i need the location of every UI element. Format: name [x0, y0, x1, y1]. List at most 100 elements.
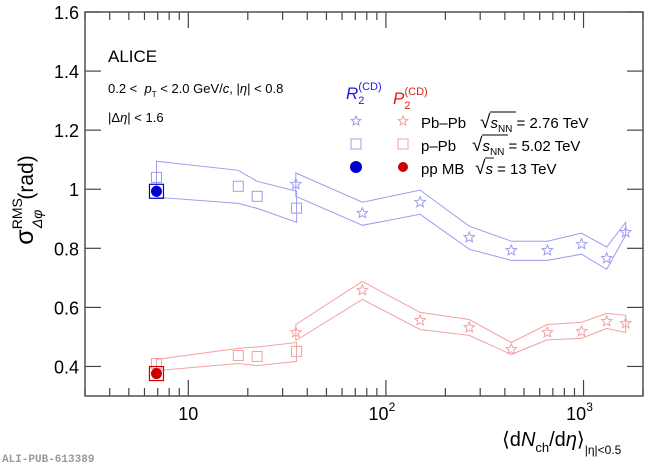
legend-sub-ppb: NN: [490, 147, 504, 158]
ann-pt-eta: η: [240, 81, 247, 96]
data-point-open-square: [291, 345, 303, 357]
legend-marker-star: [396, 114, 410, 127]
x-tick-base: 10: [566, 404, 586, 424]
data-point-open-square: [291, 202, 303, 214]
legend-marker-star: [349, 114, 363, 127]
ann-pt-pre: 0.2 <: [108, 81, 145, 96]
data-point-star: [600, 314, 614, 327]
ann-pt-c: c: [223, 81, 230, 96]
x-label-eta: η: [566, 429, 577, 451]
x-label-sub: |η|<0.5: [585, 443, 622, 457]
data-point-star: [504, 243, 518, 256]
ann-pt-sub: T: [152, 90, 157, 99]
legend-energy-pbpb: = 2.76 TeV: [512, 115, 588, 132]
data-point-star: [462, 230, 476, 243]
y-ticks: 0.4 0.6 0.8 1 1.2 1.4 1.6: [54, 3, 643, 377]
legend-r2-base: R: [346, 84, 358, 103]
y-tick-label: 1.2: [54, 121, 79, 141]
data-point-star: [289, 325, 303, 338]
y-tick-label: 0.6: [54, 298, 79, 318]
legend-p2-base: P: [393, 89, 405, 108]
y-tick-label: 0.8: [54, 239, 79, 259]
data-point-open-square: [232, 350, 244, 362]
data-point-filled-circle: [150, 368, 162, 380]
x-axis-label: ⟨dNch/dη⟩|η|<0.5: [502, 429, 622, 457]
x-tick-base: 10: [369, 404, 389, 424]
systematic-band: [295, 280, 627, 355]
legend-system-pp: pp MB: [421, 161, 464, 178]
data-point-star: [619, 316, 633, 329]
publication-id: ALI-PUB-613389: [2, 454, 94, 466]
x-tick-base: 10: [178, 404, 198, 424]
data-point-star: [575, 324, 589, 337]
data-point-star: [462, 320, 476, 333]
data-point-star: [289, 177, 303, 190]
annotation-pt-cut: 0.2 < pT < 2.0 GeV/c, |η| < 0.8: [108, 81, 283, 99]
x-label-n: N: [521, 429, 536, 451]
experiment-label: ALICE: [108, 47, 157, 66]
sqrt-icon: √: [475, 158, 486, 179]
data-point-open-square: [251, 190, 263, 202]
y-tick-label: 1.4: [54, 62, 79, 82]
ann-deta-eta: η: [120, 110, 127, 125]
data-point-open-square: [232, 180, 244, 192]
systematic-band: [295, 172, 627, 270]
y-tick-label: 1: [69, 180, 79, 200]
data-point-star: [504, 342, 518, 355]
x-tick-exponent: 2: [389, 400, 396, 414]
y-axis-label: σRMS Δφ (rad): [9, 155, 45, 244]
legend-system-ppb: p–Pb: [421, 138, 456, 155]
data-point-star: [355, 283, 369, 296]
ann-deta-pre: |Δ: [108, 110, 120, 125]
legend-marker-square: [397, 138, 409, 150]
data-point-star: [540, 243, 554, 256]
legend-marker-circle: [350, 161, 362, 173]
systematic-box: [148, 365, 165, 382]
uncertainty-bands: [156, 160, 627, 372]
plot-frame: [84, 11, 644, 397]
x-tick-exponent: 3: [586, 400, 593, 414]
data-point-star: [540, 325, 554, 338]
y-tick-label: 1.6: [54, 3, 79, 23]
sqrt-icon: √: [472, 135, 483, 156]
legend-sym-pp: s: [485, 161, 493, 178]
axes: [84, 11, 644, 397]
x-label-ch: ch: [535, 440, 549, 455]
systematic-box: [148, 183, 165, 199]
x-tick-label: 103: [566, 400, 593, 424]
ann-pt-post: , |: [229, 81, 240, 96]
legend-header-r2: R2 (CD): [346, 81, 382, 107]
legend-system-pbpb: Pb–Pb: [421, 115, 466, 132]
x-ticks: 10 102 103: [84, 12, 644, 424]
x-label-mid: /d: [549, 429, 566, 451]
annotation-deta-cut: |Δη| < 1.6: [108, 110, 164, 125]
legend-energy-ppb: = 5.02 TeV: [504, 138, 580, 155]
legend-marker-circle: [398, 162, 408, 172]
data-point-star: [413, 313, 427, 326]
y-label-sigma: σ: [11, 229, 39, 245]
sqrt-icon: √: [480, 112, 491, 133]
x-tick-label: 10: [178, 404, 198, 424]
ann-pt-mid: < 2.0 GeV/: [157, 81, 224, 96]
systematic-band: [156, 341, 298, 372]
data-point-star: [575, 237, 589, 250]
legend-row-pbpb: Pb–Pb √sNN = 2.76 TeV: [421, 112, 588, 135]
legend-r2-sup: (CD): [358, 81, 381, 93]
x-label-close: ⟩: [577, 429, 585, 451]
data-point-star: [413, 195, 427, 208]
y-label-sub: Δφ: [29, 210, 45, 230]
y-tick-label: 0.4: [54, 357, 79, 377]
legend-r2-sub: 2: [358, 95, 364, 107]
legend-p2-sup: (CD): [404, 86, 427, 98]
legend-markers: [349, 114, 410, 173]
x-tick-label: 102: [369, 400, 396, 424]
data-points: [148, 171, 633, 382]
legend-row-ppb: p–Pb √sNN = 5.02 TeV: [421, 135, 580, 158]
legend-sym-ppb: s: [482, 138, 490, 155]
data-point-star: [619, 225, 633, 238]
ann-deta-post: | < 1.6: [127, 110, 163, 125]
data-point-filled-circle: [150, 185, 162, 197]
data-point-star: [600, 251, 614, 264]
